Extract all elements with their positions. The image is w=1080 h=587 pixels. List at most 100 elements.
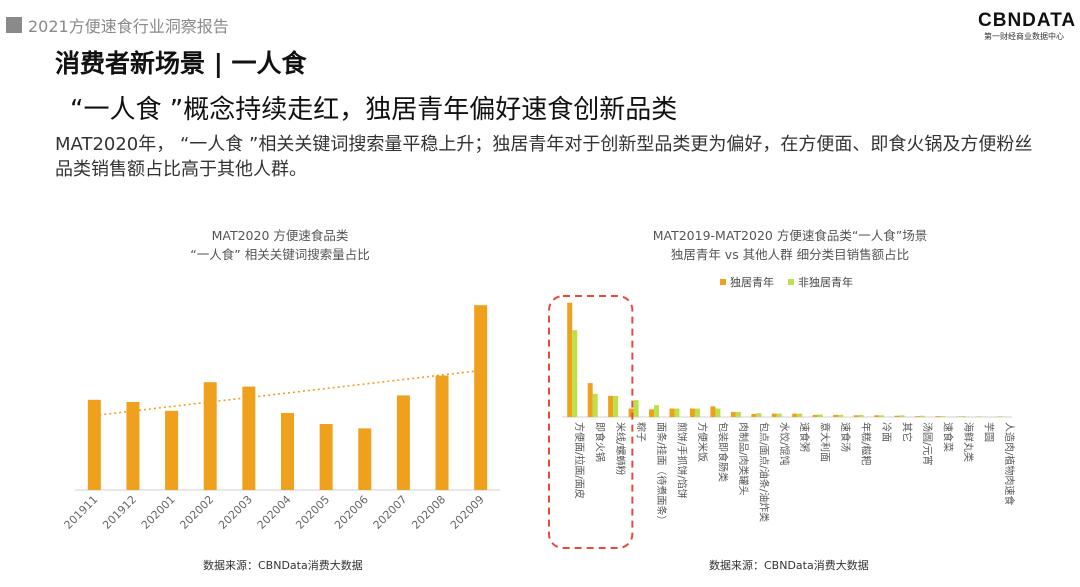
right-category-label-13: 速食汤 [839,422,852,452]
section-title: 消费者新场景 | 一人食 [55,49,307,78]
right-category-label-9: 包点/面点/油条/油炸类 [757,422,770,522]
logo-sub-text: 第一财经商业数据中心 [984,32,1064,41]
right-bar-non-solo-4 [654,405,660,417]
right-bar-non-solo-11 [797,413,803,417]
left-tick-label-201912: 201912 [100,493,139,532]
left-bar-201912 [126,402,140,490]
right-chart-title-line1: MAT2019-MAT2020 方便速食品类“一人食”场景 [652,228,928,243]
right-bar-solo-2 [608,395,614,417]
right-category-label-14: 年糕/糍粑 [860,422,873,465]
right-bar-non-solo-17 [919,415,925,417]
right-bar-solo-8 [730,411,736,417]
right-bar-non-solo-12 [817,414,823,417]
right-category-label-0: 方便面/拉面/面皮 [573,422,586,499]
left-tick-label-202007: 202007 [371,493,410,532]
highlight-box [548,295,634,549]
right-category-label-4: 面条/挂面（待煮面条） [655,422,668,525]
left-tick-label-202004: 202004 [255,493,294,532]
legend-label-solo: 独居青年 [730,275,774,289]
right-bar-solo-3 [628,408,634,417]
left-bar-202002 [203,382,217,490]
right-bar-non-solo-16 [899,415,905,417]
left-tick-label-202008: 202008 [409,493,448,532]
left-chart-title: MAT2020 方便速食品类 “一人食” 相关关键词搜索量占比 [170,226,390,264]
right-bar-solo-4 [649,409,655,417]
right-category-label-15: 冷面 [880,422,893,442]
left-bar-201911 [87,399,101,490]
left-bar-202008 [435,375,449,490]
right-bar-non-solo-8 [735,411,741,417]
right-category-label-16: 其它 [901,422,914,442]
right-bar-solo-6 [689,408,695,417]
left-tick-label-202003: 202003 [216,493,255,532]
right-category-label-20: 芋圆 [982,422,994,442]
left-search-share-chart: 201911 201912 202001 202002 202003 202004 2020… [62,305,500,532]
right-category-label-19: 海鲜丸类 [962,422,975,462]
right-bar-solo-9 [751,414,757,417]
cbndata-logo: CBNDATA 第一财经商业数据中心 [978,10,1077,43]
right-bar-non-solo-19 [960,416,966,417]
right-bar-non-solo-14 [858,414,864,417]
right-bar-solo-18 [935,416,941,417]
right-category-label-3: 粽子 [635,422,648,442]
left-bar-202009 [474,305,488,490]
right-bar-non-solo-5 [674,408,680,417]
right-bar-non-solo-13 [838,414,844,417]
left-tick-label-202006: 202006 [332,493,371,532]
legend-swatch-solo [720,279,726,285]
left-bar-202006 [358,428,372,490]
right-bar-non-solo-15 [879,415,885,417]
left-tick-label-201911: 201911 [62,493,101,532]
slide-description: MAT2020年， “一人食 ”相关关键词搜索量平稳上升；独居青年对于创新型品类… [55,134,1033,180]
right-chart-title-line2: 独居青年 vs 其他人群 细分类目销售额占比 [670,247,910,262]
right-bar-non-solo-6 [694,408,700,417]
right-bar-solo-5 [669,408,675,417]
legend-label-non-solo: 非独居青年 [798,275,853,289]
right-bar-solo-0 [567,302,573,417]
right-bar-solo-13 [833,414,839,417]
right-category-label-18: 速食菜 [941,422,954,452]
right-category-label-11: 速食粥 [798,422,811,452]
left-chart-title-line2: “一人食” 相关关键词搜索量占比 [190,247,370,262]
right-category-label-21: 人造肉/植物肉速食 [1003,422,1016,505]
right-bar-non-solo-7 [715,408,721,417]
left-bar-202003 [242,386,256,490]
right-bar-non-solo-2 [613,395,619,417]
right-bar-solo-7 [710,406,716,417]
right-category-label-6: 方便米饭 [696,422,709,462]
left-bar-202001 [165,410,179,490]
right-category-label-10: 水饺/馄饨 [778,422,791,465]
right-category-label-5: 煎饼/手抓饼/馅饼 [676,422,689,499]
left-tick-label-202002: 202002 [177,493,216,532]
right-category-label-7: 包装即食肠类 [716,422,729,482]
right-category-label-8: 肉制品/肉类罐头 [737,422,750,495]
logo-main-text: CBNDATA [978,10,1077,31]
right-bar-non-solo-9 [756,413,762,417]
right-chart-source: 数据来源：CBNData消费大数据 [709,559,869,572]
right-chart-title: MAT2019-MAT2020 方便速食品类“一人食”场景 独居青年 vs 其他… [610,226,970,264]
left-bar-202004 [281,413,294,490]
right-category-label-12: 意大利面 [819,422,832,462]
left-bar-202007 [396,395,410,490]
right-bar-non-solo-3 [633,400,639,417]
right-bar-solo-15 [874,415,880,417]
right-bar-solo-12 [812,414,818,417]
right-legend: 独居青年 非独居青年 [720,275,853,289]
right-category-label-2: 米线/螺蛳粉 [614,422,627,475]
right-category-label-17: 汤圆/元宵 [921,422,934,465]
right-bar-non-solo-18 [940,416,946,417]
right-bar-non-solo-0 [572,330,578,417]
right-bar-non-solo-1 [592,393,598,417]
left-tick-label-202005: 202005 [293,493,332,532]
slide-subtitle: “一人食 ”概念持续走红，独居青年偏好速食创新品类 [70,95,678,125]
right-bar-non-solo-10 [776,413,782,417]
left-trendline [94,369,481,417]
right-bar-solo-1 [587,383,593,417]
header-square-icon [6,17,22,33]
right-bar-solo-16 [894,415,900,417]
legend-swatch-non-solo [788,279,794,285]
right-bar-solo-14 [853,415,859,417]
left-chart-source: 数据来源：CBNData消费大数据 [203,559,363,572]
